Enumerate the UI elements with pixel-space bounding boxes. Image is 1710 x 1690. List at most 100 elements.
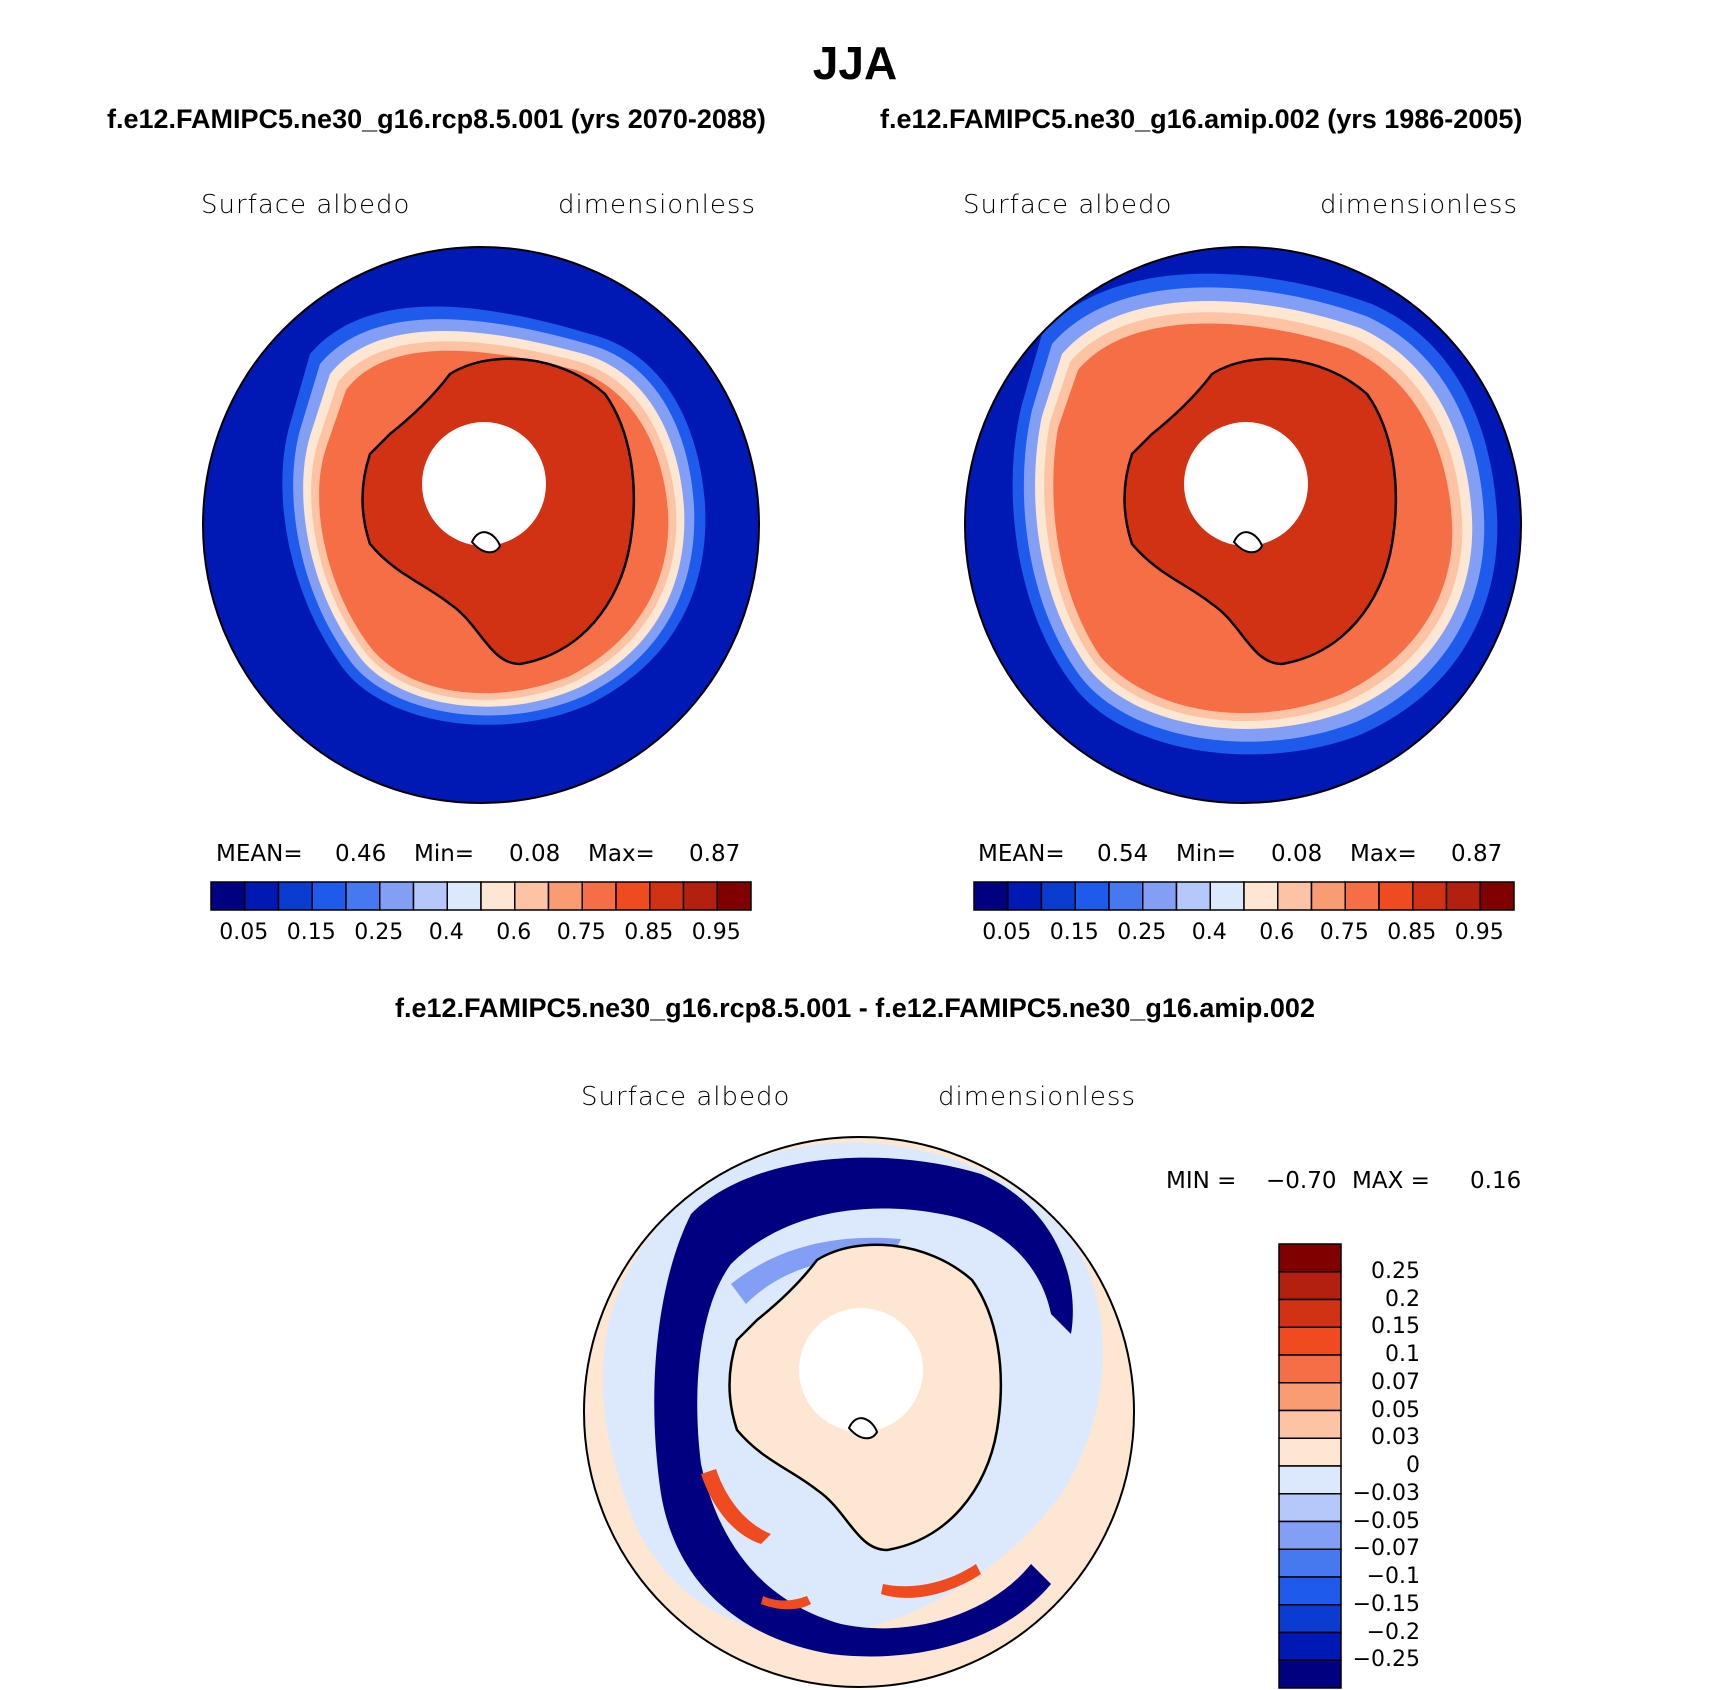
colorbar-tick-label: −0.1 <box>1366 1564 1420 1589</box>
diff-red-patch <box>701 1469 771 1544</box>
difference-polar-map <box>583 1136 1135 1688</box>
colorbar-tick-label: 0.2 <box>1385 1286 1420 1312</box>
colorbar-tick-label: 0.03 <box>1371 1425 1420 1451</box>
colorbar-swatch <box>1175 881 1211 911</box>
map-border <box>202 246 760 804</box>
difference-colorbar-labels: 0.25 0.2 0.15 0.1 0.07 0.05 0.03 0 −0.03 −0.05 −0.… <box>1350 1243 1470 1689</box>
colorbar-swatch <box>1278 1659 1342 1689</box>
bottom-panel-variable: Surface albedo <box>581 1082 791 1112</box>
colorbar-swatch <box>615 881 651 911</box>
colorbar-swatch <box>1378 881 1414 911</box>
colorbar-swatch <box>514 881 550 911</box>
colorbar-swatch <box>1278 1326 1342 1356</box>
colorbar-swatch <box>1278 1409 1342 1439</box>
colorbar-tick-label: 0.85 <box>624 920 674 945</box>
colorbar-tick-label: −0.03 <box>1352 1480 1420 1506</box>
colorbar-swatch <box>277 881 313 911</box>
colorbar-tick-label: −0.15 <box>1352 1591 1420 1617</box>
colorbar-tick-label: 0.85 <box>1387 920 1437 945</box>
colorbar-tick-label: 0.4 <box>1191 920 1227 945</box>
colorbar-tick-label: 0.6 <box>1259 920 1295 945</box>
bottom-min-value: −0.70 <box>1266 1168 1337 1194</box>
right-polar-map <box>964 246 1522 804</box>
colorbar-swatch <box>480 881 516 911</box>
colorbar-swatch <box>649 881 685 911</box>
colorbar-swatch <box>1278 1354 1342 1384</box>
colorbar-tick-label: 0.75 <box>556 920 606 945</box>
left-mean-label: MEAN= <box>216 841 303 867</box>
bottom-max-label: MAX = <box>1352 1168 1430 1194</box>
colorbar-swatch <box>1445 881 1481 911</box>
figure-title: JJA <box>812 37 898 89</box>
left-mean-value: 0.46 <box>335 841 387 867</box>
colorbar-swatch <box>973 881 1009 911</box>
colorbar-tick-label: −0.2 <box>1366 1619 1420 1645</box>
diff-red-patch <box>761 1596 811 1610</box>
colorbar-tick-label: 0.05 <box>219 920 269 945</box>
left-panel-case-title: f.e12.FAMIPC5.ne30_g16.rcp8.5.001 (yrs 2… <box>107 104 766 134</box>
colorbar-swatch <box>682 881 718 911</box>
colorbar-swatch <box>1074 881 1110 911</box>
bottom-max-value: 0.16 <box>1470 1168 1522 1194</box>
left-panel-units: dimensionless <box>558 190 756 220</box>
colorbar-tick-label: 0.15 <box>286 920 336 945</box>
right-panel-case-title: f.e12.FAMIPC5.ne30_g16.amip.002 (yrs 198… <box>880 104 1523 134</box>
colorbar-swatch <box>1142 881 1178 911</box>
difference-title: f.e12.FAMIPC5.ne30_g16.rcp8.5.001 - f.e1… <box>395 993 1315 1023</box>
ross-ice-shelf-outline <box>470 531 502 554</box>
colorbar-swatch <box>1040 881 1076 911</box>
colorbar-swatch <box>244 881 280 911</box>
map-border <box>964 246 1522 804</box>
colorbar-swatch <box>1007 881 1043 911</box>
colorbar-swatch <box>1278 1271 1342 1301</box>
right-mean-label: MEAN= <box>978 841 1065 867</box>
colorbar-tick-label: −0.05 <box>1352 1508 1420 1534</box>
colorbar-swatch <box>547 881 583 911</box>
colorbar-swatch <box>1278 1382 1342 1412</box>
colorbar-tick-label: −0.25 <box>1352 1647 1420 1673</box>
colorbar-swatch <box>1344 881 1380 911</box>
colorbar-swatch <box>1278 1493 1342 1523</box>
colorbar-tick-label: 0.25 <box>1371 1258 1420 1284</box>
colorbar-tick-label: 0.75 <box>1319 920 1369 945</box>
colorbar-tick-label: 0.95 <box>691 920 741 945</box>
bottom-min-label: MIN = <box>1166 1168 1237 1194</box>
colorbar-tick-label: 0.6 <box>496 920 532 945</box>
colorbar-swatch <box>1209 881 1245 911</box>
colorbar-swatch <box>1278 1604 1342 1634</box>
colorbar-swatch <box>1310 881 1346 911</box>
left-panel-variable: Surface albedo <box>201 190 411 220</box>
colorbar-swatch <box>716 881 752 911</box>
colorbar-tick-label: 0.1 <box>1385 1342 1420 1367</box>
colorbar-tick-label: 0.25 <box>354 920 404 945</box>
colorbar-swatch <box>446 881 482 911</box>
colorbar-swatch <box>1278 1576 1342 1606</box>
colorbar-tick-label: 0.05 <box>1371 1397 1420 1423</box>
right-max-label: Max= <box>1350 841 1417 867</box>
colorbar-tick-label: 0.95 <box>1454 920 1504 945</box>
colorbar-tick-label: 0.4 <box>428 920 464 945</box>
colorbar-swatch <box>1278 1298 1342 1328</box>
colorbar-swatch <box>1278 1465 1342 1495</box>
colorbar-swatch <box>345 881 381 911</box>
colorbar-swatch <box>1243 881 1279 911</box>
colorbar-swatch <box>1278 1243 1342 1273</box>
colorbar-tick-label: 0.15 <box>1049 920 1099 945</box>
right-mean-value: 0.54 <box>1097 841 1149 867</box>
colorbar-swatch <box>581 881 617 911</box>
right-max-value: 0.87 <box>1451 841 1503 867</box>
right-min-label: Min= <box>1176 841 1237 867</box>
colorbar-tick-label: 0.07 <box>1371 1369 1420 1395</box>
colorbar-swatch <box>311 881 347 911</box>
colorbar-swatch <box>1277 881 1313 911</box>
colorbar-tick-label: 0.05 <box>982 920 1032 945</box>
colorbar-swatch <box>1479 881 1515 911</box>
pole-hole <box>799 1308 923 1432</box>
colorbar-tick-label: 0.25 <box>1117 920 1167 945</box>
right-panel-variable: Surface albedo <box>963 190 1173 220</box>
colorbar-tick-label: 0 <box>1406 1453 1420 1478</box>
ross-ice-shelf-outline <box>1232 531 1264 554</box>
left-max-value: 0.87 <box>689 841 741 867</box>
colorbar-swatch <box>1278 1437 1342 1467</box>
colorbar-tick-label: −0.07 <box>1352 1536 1420 1562</box>
